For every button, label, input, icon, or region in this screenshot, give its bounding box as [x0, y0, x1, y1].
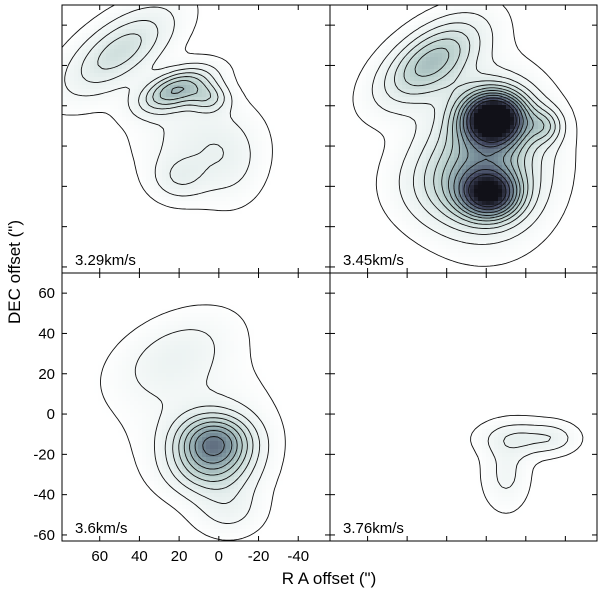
y-tick-label: 0: [47, 406, 55, 423]
x-tick-label: -40: [287, 548, 309, 565]
panel-velocity-label: 3.76km/s: [343, 520, 404, 537]
x-tick-label: 20: [171, 548, 188, 565]
x-tick-label: 60: [91, 548, 108, 565]
channel-panel: [62, 5, 279, 218]
intensity-fill: [62, 5, 279, 218]
y-tick-label: -60: [33, 527, 55, 544]
panel-labels: 3.29km/s 3.45km/s 3.6km/s 3.76km/s: [75, 252, 404, 537]
intensity-fill: [90, 297, 291, 541]
y-tick-label: 40: [38, 325, 55, 342]
intensity-fill: [466, 413, 587, 518]
channel-panel: [346, 5, 583, 273]
y-tick-label: 60: [38, 285, 55, 302]
intensity-fill: [346, 5, 583, 273]
contour-lines: [352, 5, 578, 267]
y-tick-label: 20: [38, 366, 55, 383]
x-tick-label: 40: [131, 548, 148, 565]
ticks-layer: 60 40 20 0 -20 -40 60 40 20 0 -20 -40 -60: [33, 5, 597, 565]
contour-lines: [470, 414, 584, 514]
y-axis-label: DEC offset ("): [5, 220, 24, 324]
panel-velocity-label: 3.6km/s: [75, 520, 128, 537]
y-tick-label: -40: [33, 487, 55, 504]
channel-panel: [90, 297, 291, 541]
panels-layer: [62, 5, 587, 541]
x-axis-label: R A offset ("): [282, 569, 377, 588]
panel-velocity-label: 3.45km/s: [343, 252, 404, 269]
contour-lines: [100, 304, 286, 541]
frame-layer: [61, 4, 598, 542]
contour-lines: [62, 5, 273, 212]
panel-velocity-label: 3.29km/s: [75, 252, 136, 269]
x-tick-label: 0: [215, 548, 223, 565]
x-tick-label: -20: [248, 548, 270, 565]
y-tick-label: -20: [33, 446, 55, 463]
channel-panel: [466, 413, 587, 518]
